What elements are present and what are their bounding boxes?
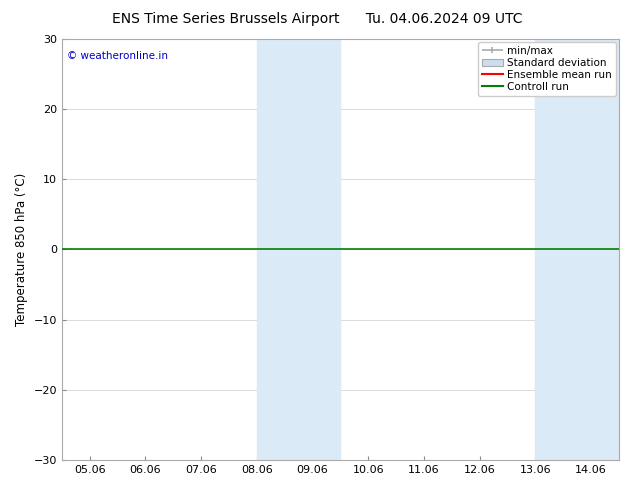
Bar [257, 39, 340, 460]
Legend: min/max, Standard deviation, Ensemble mean run, Controll run: min/max, Standard deviation, Ensemble me… [478, 42, 616, 97]
Text: © weatheronline.in: © weatheronline.in [67, 51, 169, 61]
Bar [536, 39, 619, 460]
Text: ENS Time Series Brussels Airport      Tu. 04.06.2024 09 UTC: ENS Time Series Brussels Airport Tu. 04.… [112, 12, 522, 26]
Y-axis label: Temperature 850 hPa (°C): Temperature 850 hPa (°C) [15, 173, 28, 326]
